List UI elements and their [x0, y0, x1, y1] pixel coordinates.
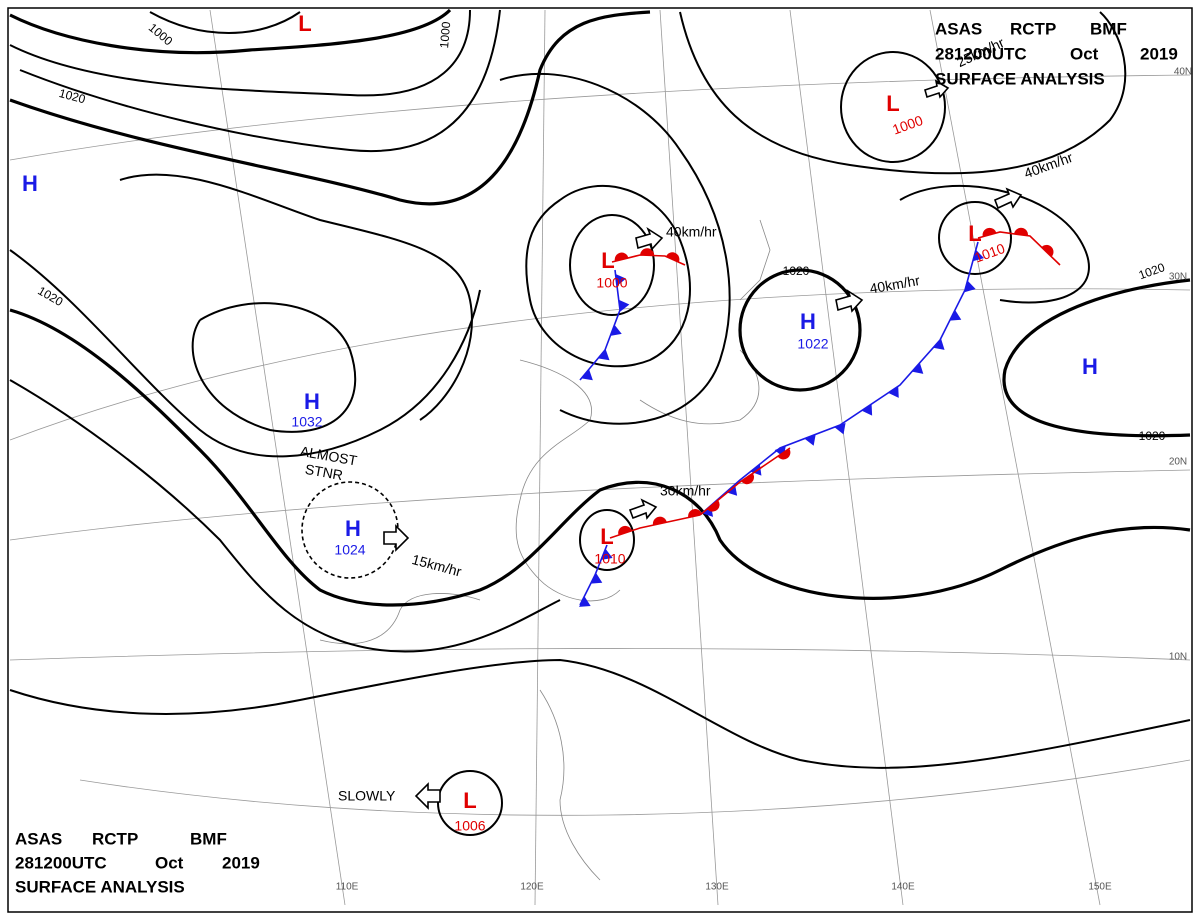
year: 2019: [222, 853, 260, 872]
warm-front-symbol: [741, 473, 754, 485]
center-letter: L: [601, 248, 614, 273]
isobars: [9, 8, 1191, 836]
cold-front-symbol: [618, 299, 630, 312]
station: RCTP: [1010, 19, 1056, 38]
warm-front-symbol: [707, 500, 720, 512]
warm-front-symbol: [614, 252, 629, 262]
front-line: [699, 241, 979, 516]
fronts: [579, 227, 1061, 607]
cold-front-symbol: [861, 403, 873, 416]
station: RCTP: [92, 829, 138, 848]
center-letter: L: [886, 91, 899, 116]
cold-front-symbol: [964, 280, 976, 293]
latitude: 30N: [1169, 272, 1187, 283]
center-letter: L: [600, 524, 613, 549]
movement: 40km/hr: [666, 224, 717, 240]
center-letter: H: [304, 389, 320, 414]
office: BMF: [1090, 19, 1127, 38]
product-name: SURFACE ANALYSIS: [15, 877, 185, 896]
year: 2019: [1140, 44, 1178, 63]
cold-front-symbol: [615, 273, 627, 286]
movement: 30km/hr: [660, 483, 711, 499]
latitude: 40N: [1174, 67, 1192, 78]
isobar-label: 1020: [1139, 429, 1166, 443]
warm-front-symbol: [982, 227, 997, 237]
center-letter: H: [800, 309, 816, 334]
front-line: [699, 447, 791, 516]
cold-front-symbol: [579, 596, 591, 607]
front-line: [609, 514, 701, 539]
warm-front-symbol: [1041, 245, 1054, 257]
product: ASAS: [15, 829, 62, 848]
cold-front-symbol: [750, 464, 762, 476]
cold-front-symbol: [597, 349, 610, 361]
cold-front-symbol: [601, 548, 613, 560]
header-top: ASAS RCTP BMF 281200UTC Oct 2019 SURFACE…: [935, 19, 1178, 88]
month: Oct: [1070, 44, 1099, 63]
longitude: 130E: [705, 882, 729, 893]
warm-front-symbol: [640, 248, 655, 256]
cold-front-symbol: [610, 324, 622, 336]
front-line: [977, 231, 1061, 266]
movement: SLOWLY: [338, 788, 396, 804]
longitude: 120E: [520, 882, 544, 893]
latitude: 10N: [1169, 652, 1187, 663]
office: BMF: [190, 829, 227, 848]
center-letter: L: [463, 788, 476, 813]
time: 281200UTC: [935, 44, 1027, 63]
center-pressure: 1032: [291, 414, 322, 430]
warm-front-symbol: [666, 252, 680, 263]
center-pressure: 1010: [594, 551, 625, 567]
longitude: 140E: [891, 882, 915, 893]
cold-front-symbol: [590, 572, 603, 584]
isobar-label: 1020: [783, 264, 810, 278]
center-letter: H: [22, 171, 38, 196]
longitude: 110E: [336, 882, 359, 893]
time: 281200UTC: [15, 853, 107, 872]
center-letter: H: [345, 516, 361, 541]
center-pressure: 1006: [454, 818, 485, 834]
center-pressure: 1000: [596, 275, 627, 291]
center-pressure: 1022: [797, 336, 828, 352]
center-pressure: 1024: [334, 542, 365, 558]
cold-front-symbol: [834, 422, 846, 435]
product: ASAS: [935, 19, 982, 38]
cold-front-symbol: [949, 309, 962, 321]
motion-arrows: [383, 79, 1023, 810]
cold-front-symbol: [581, 369, 593, 381]
center-letter: L: [298, 11, 311, 36]
center-letter: H: [1082, 354, 1098, 379]
warm-front-symbol: [777, 448, 791, 460]
latitude: 20N: [1169, 457, 1187, 468]
graticule: [9, 9, 1191, 906]
cold-front-symbol: [804, 434, 816, 446]
pressure-centers: H L L 1000 L 1000 H 1032 H 1024 H 1022 L…: [22, 11, 1098, 834]
cold-front-symbol: [911, 362, 924, 374]
geo-labels: 110E 120E 130E 140E 150E 40N 30N 20N 10N: [336, 67, 1192, 893]
cold-front-symbol: [933, 338, 945, 350]
center-letter: L: [968, 221, 981, 246]
map-frame: [7, 7, 1193, 913]
month: Oct: [155, 853, 184, 872]
warm-front-symbol: [1014, 227, 1028, 236]
warm-front-symbol: [618, 525, 632, 536]
cold-front-symbol: [972, 249, 984, 262]
warm-front-symbol: [652, 516, 667, 526]
isobar-label: 1020: [58, 86, 88, 107]
annotation: STNR: [304, 461, 344, 483]
isobar-label: 1000: [437, 21, 453, 49]
longitude: 150E: [1088, 882, 1112, 893]
cold-front-symbol: [888, 386, 899, 398]
product-name: SURFACE ANALYSIS: [935, 69, 1105, 88]
warm-front-symbol: [688, 509, 702, 518]
header-bottom: ASAS RCTP BMF 281200UTC Oct 2019 SURFACE…: [15, 829, 260, 896]
